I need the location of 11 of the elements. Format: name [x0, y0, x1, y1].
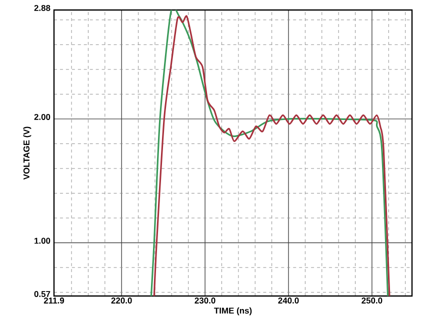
x-tick-label: 240.0 — [278, 298, 299, 304]
x-tick-label: 250.0 — [362, 298, 382, 304]
y-tick-label: 2.00 — [34, 114, 50, 120]
y-tick-label: 1.00 — [34, 238, 50, 244]
y-tick-label: 2.88 — [34, 5, 50, 11]
y-axis-title: VOLTAGE (V) — [23, 126, 32, 180]
x-tick-label: 230.0 — [194, 298, 216, 304]
x-tick-label: 220.0 — [111, 298, 132, 304]
x-axis-title: TIME (ns) — [214, 307, 252, 316]
y-tick-label: 0.57 — [34, 291, 50, 297]
x-tick-label: 211.9 — [44, 298, 64, 304]
